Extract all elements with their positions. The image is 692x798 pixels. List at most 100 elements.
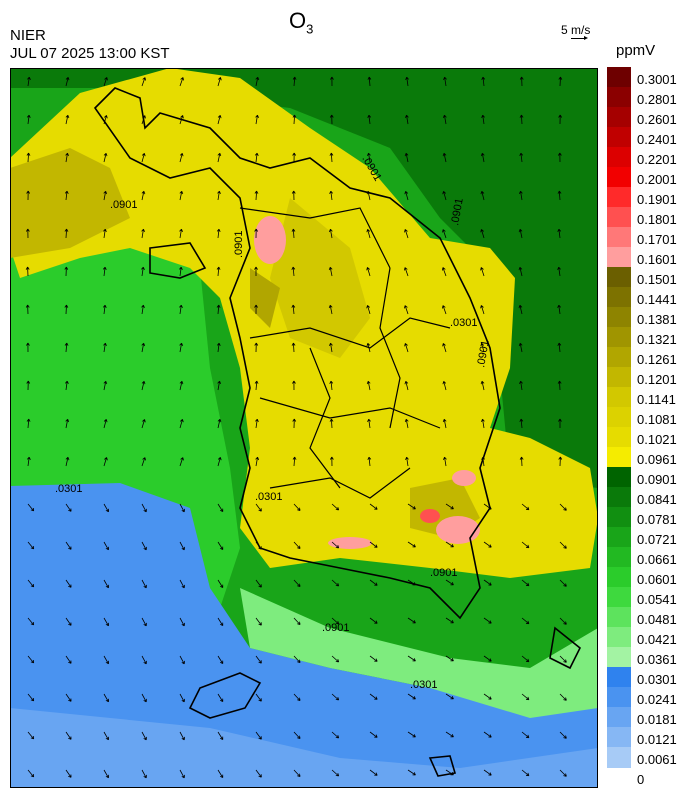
wind-arrow-icon <box>141 693 147 703</box>
wind-arrow-icon <box>103 655 109 665</box>
legend-swatch <box>607 207 631 228</box>
wind-arrow-icon <box>558 114 563 125</box>
wind-arrow-icon <box>367 418 371 429</box>
wind-arrow-icon <box>27 541 35 550</box>
datetime-label: JUL 07 2025 13:00 KST <box>10 45 170 62</box>
wind-arrow-icon <box>480 380 485 391</box>
legend-swatch <box>607 667 631 688</box>
wind-arrow-icon <box>328 228 333 239</box>
wind-arrow-icon <box>217 731 224 740</box>
legend-label: 0.0121 <box>637 732 677 747</box>
wind-arrow-icon <box>254 342 259 353</box>
wind-arrow-icon <box>141 77 146 87</box>
wind-arrow-icon <box>216 266 221 277</box>
legend-swatch <box>607 267 631 288</box>
wind-arrow-icon <box>255 114 259 125</box>
wind-arrow-icon <box>367 114 372 125</box>
legend-label: 0.1901 <box>637 192 677 207</box>
wind-arrow-icon <box>291 228 296 239</box>
wind-arrow-icon <box>103 228 107 239</box>
wind-arrow-icon <box>217 693 224 702</box>
wind-arrow-icon <box>141 731 147 741</box>
wind-arrow-icon <box>521 579 530 587</box>
legend-label: 0.0361 <box>637 652 677 667</box>
contour-label: .0901 <box>475 339 492 368</box>
legend-label: 0.0421 <box>637 632 677 647</box>
wind-arrow-icon <box>367 456 372 467</box>
wind-arrow-icon <box>293 731 301 739</box>
wind-arrow-icon <box>442 114 447 125</box>
wind-arrow-icon <box>369 617 378 624</box>
wind-arrow-icon <box>65 418 70 429</box>
wind-arrow-icon <box>65 617 72 626</box>
legend-label: 0.0781 <box>637 512 677 527</box>
legend-label: 0.1321 <box>637 332 677 347</box>
legend-swatch <box>607 607 631 628</box>
wind-arrow-icon <box>217 541 224 550</box>
wind-arrow-icon <box>26 114 31 125</box>
wind-arrow-icon <box>65 731 72 740</box>
wind-arrow-icon <box>141 419 146 429</box>
wind-arrow-icon <box>521 655 530 663</box>
wind-arrow-icon <box>179 731 185 741</box>
legend-label: 0.0541 <box>637 592 677 607</box>
wind-arrow-icon <box>442 381 447 391</box>
title-subscript: 3 <box>306 21 314 37</box>
wind-arrow-icon <box>442 343 447 353</box>
wind-arrow-icon <box>179 457 184 467</box>
wind-arrow-icon <box>103 731 109 741</box>
legend-swatch <box>607 647 631 668</box>
wind-arrow-icon <box>216 342 221 353</box>
field-olive-west <box>10 148 130 258</box>
wind-arrow-icon <box>217 655 224 664</box>
wind-scale-label: 5 m/s <box>561 23 591 37</box>
wind-arrow-icon <box>481 76 486 87</box>
wind-arrow-icon <box>141 228 145 239</box>
wind-arrow-icon <box>217 617 224 626</box>
wind-arrow-icon <box>65 769 72 778</box>
wind-arrow-icon <box>329 152 334 163</box>
wind-arrow-icon <box>26 418 31 429</box>
legend-label: 0.0601 <box>637 572 677 587</box>
wind-arrow-icon <box>255 456 260 467</box>
wind-arrow-icon <box>102 304 107 315</box>
wind-arrow-icon <box>217 769 224 778</box>
wind-arrow-icon <box>255 76 260 87</box>
wind-arrow-icon <box>407 693 416 700</box>
wind-arrow-icon <box>293 541 301 549</box>
legend-label: 0 <box>637 772 645 787</box>
wind-arrow-icon <box>559 731 567 739</box>
wind-arrow-icon <box>331 541 340 549</box>
legend-swatch <box>607 567 631 588</box>
legend-label: 0.1801 <box>637 212 677 227</box>
wind-arrow-icon <box>26 152 31 163</box>
field-dark-green-north <box>10 68 598 488</box>
wind-arrow-icon <box>179 380 184 391</box>
wind-arrow-icon <box>65 114 70 125</box>
wind-arrow-icon <box>519 456 524 467</box>
wind-arrow-icon <box>559 617 567 625</box>
wind-arrow-icon <box>179 342 184 353</box>
field-blue-south-sea <box>10 483 598 788</box>
wind-arrow-icon <box>329 342 333 353</box>
wind-arrow-icon <box>559 541 567 549</box>
wind-arrow-icon <box>255 617 262 626</box>
wind-arrow-icon <box>64 266 69 277</box>
wind-arrow-icon <box>407 579 416 586</box>
legend-swatch <box>607 487 631 508</box>
ozone-map-canvas: .0301 .0301 .0901 .0901 .0301 .0301 .0901 .0901… <box>10 68 598 788</box>
wind-arrow-icon <box>292 456 297 467</box>
contour-label: .0901 <box>233 230 245 258</box>
hotspot-southeast <box>436 516 480 544</box>
legend-swatch <box>607 587 631 608</box>
wind-arrow-icon <box>518 342 523 353</box>
legend-swatch <box>607 287 631 308</box>
wind-arrow-icon <box>483 693 492 700</box>
wind-arrow-icon <box>64 228 69 239</box>
wind-arrow-icon <box>27 693 35 702</box>
wind-arrow-icon <box>255 579 262 588</box>
wind-arrow-icon <box>518 228 523 239</box>
hotspot-capital <box>254 216 286 264</box>
legend-swatch <box>607 447 631 468</box>
wind-arrow-icon <box>521 503 530 511</box>
